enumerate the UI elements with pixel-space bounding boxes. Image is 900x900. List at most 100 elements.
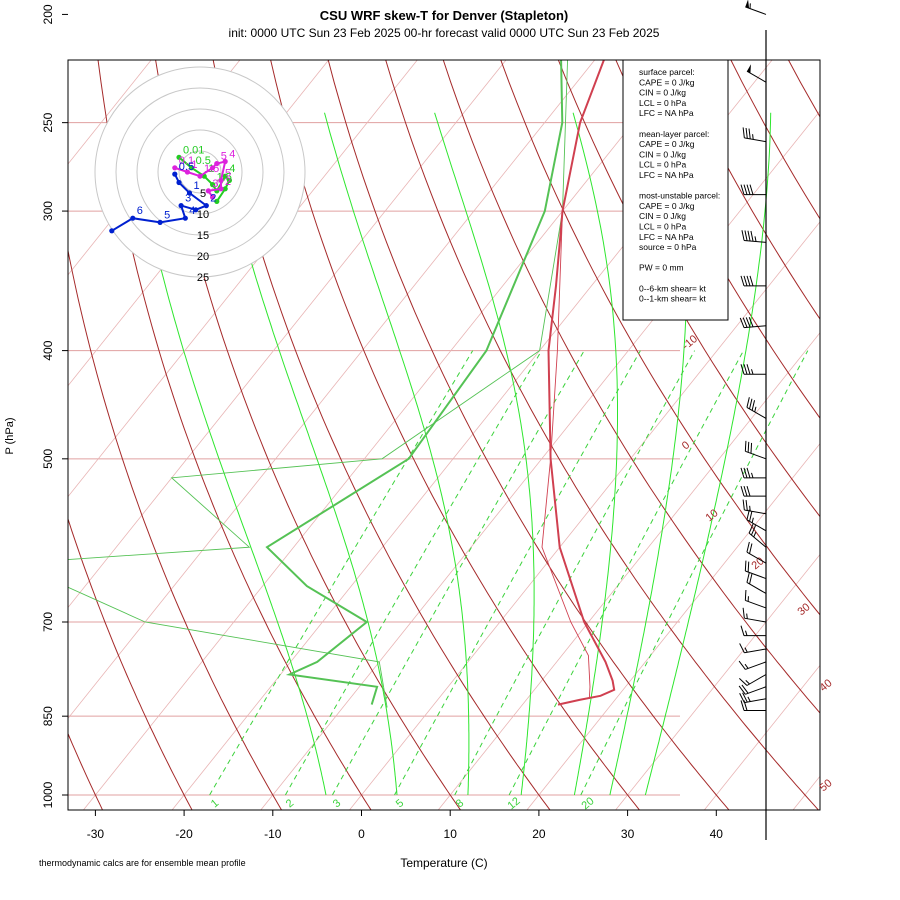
wind-barb: [742, 499, 767, 515]
x-tick-label: 30: [621, 827, 635, 841]
wind-barb: [739, 316, 767, 329]
hodograph-magenta-point: [210, 194, 216, 200]
hodograph-magenta-label: 5: [225, 167, 231, 179]
x-tick-label: 20: [532, 827, 546, 841]
hodograph-ring-label: 25: [197, 272, 209, 284]
hodograph-magenta-point: [218, 177, 224, 183]
info-box-line: most-unstable parcel:: [639, 191, 720, 201]
hodograph-blue-point: [178, 203, 184, 209]
isotherm-line: [615, 553, 820, 810]
mixing-ratio-label: 2: [284, 797, 296, 810]
dry-adiabat: [0, 0, 17, 819]
hodograph-green-point: [189, 165, 195, 171]
wind-barb: [738, 660, 767, 670]
hodograph-magenta-point: [222, 158, 228, 165]
hodograph-ring-label: 15: [197, 230, 209, 242]
hodograph-ring: [178, 150, 222, 194]
y-tick-label: 850: [41, 706, 55, 726]
info-box-line: surface parcel:: [639, 67, 695, 77]
isotherm-line: [348, 221, 820, 810]
hodograph-ring: [115, 87, 285, 257]
dry-adiabat: [759, 0, 900, 819]
wind-barb: [740, 625, 766, 637]
hodograph-magenta-label: 0.1: [179, 155, 194, 167]
hodograph-magenta-point: [172, 165, 178, 171]
isotherm-label: 10: [704, 507, 721, 524]
isotherm-line: [68, 60, 596, 720]
hodograph-blue-point: [176, 179, 182, 186]
hodograph: 5101520250.010.511.540.111.5545230.51234…: [94, 66, 306, 284]
x-axis-label: Temperature (C): [400, 856, 487, 870]
hodograph-blue-line: [111, 173, 209, 232]
hodograph-blue-label: 3: [185, 193, 191, 205]
wind-barb: [738, 684, 767, 695]
hodograph-magenta-label: 2: [225, 176, 231, 188]
hodograph-ring-label: 10: [197, 209, 209, 221]
isotherm-line: [82, 60, 684, 810]
hodograph-magenta-line: [174, 160, 227, 198]
mixing-ratio-line: [209, 350, 474, 796]
hodograph-blue-point: [193, 207, 199, 213]
hodograph-ring-label: 5: [200, 188, 206, 200]
hodograph-blue-label: 0.5: [179, 161, 194, 173]
wind-barb: [740, 467, 766, 479]
wind-barb: [739, 692, 767, 704]
isotherm-label: 0: [680, 439, 692, 452]
hodograph-ring-label: 20: [197, 251, 209, 263]
mixing-ratio-line: [284, 350, 543, 796]
hodograph-green-label: 0.5: [196, 155, 211, 167]
moist-adiabat: [212, 112, 398, 796]
isotherm-label: 30: [796, 601, 813, 618]
hodograph-magenta-point: [218, 186, 224, 192]
moist-adiabat: [128, 112, 327, 796]
isotherm-label: 20: [750, 555, 767, 572]
info-box-line: LFC = NA hPa: [639, 170, 694, 180]
y-tick-label: 250: [41, 112, 55, 132]
wind-barb: [746, 572, 767, 594]
hodograph-magenta-label: 1: [191, 159, 197, 171]
x-tick-label: 40: [710, 827, 724, 841]
wind-barb: [740, 486, 766, 497]
dry-adiabat: [442, 60, 820, 714]
info-box-line: LFC = NA hPa: [639, 108, 694, 118]
dry-adiabat: [730, 60, 820, 220]
x-tick-label: 0: [358, 827, 365, 841]
wind-barb: [746, 397, 767, 419]
info-box-line: CIN = 0 J/kg: [639, 211, 686, 221]
hodograph-blue-label: 1: [194, 180, 200, 192]
hodograph-blue-label: 4: [189, 205, 195, 217]
mixing-ratio-label: 5: [394, 797, 406, 810]
mixing-ratio-line: [508, 350, 744, 796]
wind-barb: [746, 509, 767, 532]
wind-barb: [742, 607, 767, 623]
mixing-ratio-line: [394, 350, 641, 796]
temperature-profile: [547, 60, 616, 706]
hodograph-magenta-label: 3: [212, 178, 218, 190]
mixing-ratio-label: 1: [209, 797, 221, 810]
wind-barbs: [738, 0, 767, 711]
hodograph-blue-label: 5: [164, 209, 170, 221]
hodograph-blue-label: 6: [137, 205, 143, 217]
mixing-ratio-label: 8: [454, 797, 466, 810]
info-box-line: LCL = 0 hPa: [639, 98, 686, 108]
info-box-line: CAPE = 0 J/kg: [639, 201, 695, 211]
dry-adiabat: [68, 517, 193, 810]
hodograph-magenta-point: [214, 161, 220, 167]
info-box-line: mean-layer parcel:: [639, 129, 709, 139]
wind-barb: [740, 700, 766, 711]
y-tick-label: 1000: [41, 781, 55, 808]
dry-adiabat: [68, 248, 283, 810]
wind-barb: [741, 230, 767, 243]
hodograph-magenta-point: [197, 173, 203, 179]
info-box-line: CIN = 0 J/kg: [639, 149, 686, 159]
y-tick-label: 400: [41, 340, 55, 360]
hodograph-magenta-point: [210, 165, 216, 171]
hodograph-magenta-label: 4: [229, 149, 235, 161]
hodograph-green-label: 4: [229, 163, 235, 175]
hodograph-ring: [136, 108, 264, 236]
hodograph-magenta-point: [205, 188, 211, 194]
isotherm-line: [792, 775, 820, 810]
info-box-frame: [622, 59, 729, 321]
